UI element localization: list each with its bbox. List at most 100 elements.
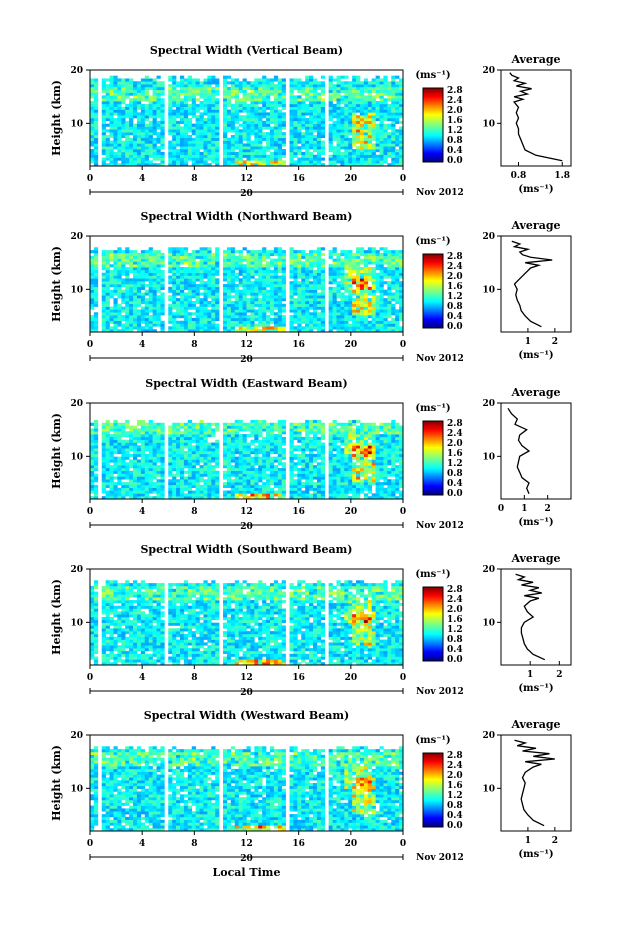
heatmap-cell — [352, 323, 357, 327]
heatmap-cell — [250, 101, 255, 105]
x-tick-label: 0 — [87, 340, 93, 350]
heatmap-cell — [172, 476, 177, 480]
heatmap-cell — [195, 476, 200, 480]
heatmap-cell — [109, 476, 114, 480]
heatmap-cell — [215, 261, 220, 265]
heatmap-cell — [371, 95, 376, 99]
heatmap-cell — [183, 109, 189, 113]
heatmap-cell — [160, 448, 165, 452]
heatmap-cell — [152, 428, 157, 432]
heatmap-cell — [297, 120, 302, 124]
heatmap-cell — [117, 272, 122, 276]
heatmap-cell — [297, 126, 302, 130]
heatmap-cell — [371, 292, 376, 296]
heatmap-cell — [375, 143, 380, 147]
heatmap-cell — [215, 154, 220, 158]
heatmap-cell — [379, 132, 384, 136]
heatmap-cell — [297, 272, 302, 276]
heatmap-cell — [93, 250, 99, 254]
heatmap-cell — [109, 160, 114, 164]
heatmap-cell — [289, 160, 294, 164]
heatmap-cell — [191, 112, 196, 116]
heatmap-cell — [352, 300, 357, 305]
heatmap-cell — [293, 123, 298, 127]
heatmap-cell — [336, 329, 341, 333]
heatmap-cell — [121, 309, 126, 313]
heatmap-cell — [125, 323, 130, 327]
heatmap-cell — [223, 160, 228, 164]
heatmap-cell — [281, 126, 286, 130]
heatmap-cell — [109, 428, 114, 432]
heatmap-cell — [191, 115, 196, 119]
heatmap-cell — [316, 112, 322, 116]
heatmap-cell — [395, 118, 400, 122]
heatmap-cell — [215, 292, 220, 296]
heatmap-cell — [140, 309, 146, 313]
heatmap-cell — [195, 473, 200, 477]
heatmap-cell — [179, 448, 185, 452]
heatmap-cell — [172, 306, 177, 310]
heatmap-cell — [179, 284, 185, 288]
heatmap-cell — [293, 112, 298, 116]
heatmap-cell — [320, 112, 326, 116]
heatmap-cell — [266, 289, 271, 293]
heatmap-cell — [211, 129, 216, 133]
heatmap-cell — [387, 306, 392, 310]
heatmap-cell — [258, 320, 263, 324]
heatmap-cell — [176, 292, 181, 296]
heatmap-cell — [168, 86, 173, 91]
heatmap-cell — [160, 112, 165, 116]
heatmap-cell — [230, 157, 236, 161]
heatmap-cell — [125, 112, 130, 116]
heatmap-cell — [129, 261, 134, 265]
heatmap-cell — [109, 456, 114, 460]
heatmap-cell — [301, 109, 306, 113]
heatmap-cell — [363, 98, 369, 102]
heatmap-cell — [191, 278, 196, 282]
heatmap-cell — [379, 157, 384, 161]
heatmap-cell — [320, 317, 326, 321]
heatmap-cell — [133, 163, 138, 167]
heatmap-cell — [246, 81, 251, 85]
heatmap-cell — [262, 255, 267, 259]
heatmap-cell — [383, 269, 388, 273]
heatmap-cell — [152, 323, 157, 327]
heatmap-cell — [301, 295, 306, 299]
heatmap-cell — [348, 264, 353, 268]
heatmap-cell — [328, 143, 333, 147]
heatmap-cell — [316, 95, 322, 99]
heatmap-cell — [371, 78, 376, 82]
heatmap-cell — [179, 465, 185, 469]
heatmap-cell — [129, 434, 134, 438]
heatmap-cell — [199, 496, 204, 500]
heatmap-cell — [258, 109, 263, 113]
heatmap-cell — [363, 272, 369, 276]
heatmap-cell — [363, 250, 369, 254]
heatmap-cell — [160, 306, 165, 310]
heatmap-cell — [140, 306, 146, 310]
heatmap-cell — [387, 118, 392, 122]
heatmap-cell — [109, 252, 114, 257]
heatmap-cell — [344, 75, 349, 79]
heatmap-cell — [250, 326, 255, 330]
heatmap-cell — [332, 112, 337, 116]
heatmap-cell — [117, 428, 122, 432]
heatmap-cell — [301, 140, 306, 144]
heatmap-cell — [273, 269, 279, 273]
heatmap-cell — [316, 269, 322, 273]
heatmap-cell — [125, 247, 130, 251]
heatmap-cell — [172, 95, 177, 99]
heatmap-cell — [254, 140, 259, 144]
heatmap-cell — [332, 129, 337, 133]
heatmap-cell — [179, 146, 185, 150]
heatmap-cell — [250, 81, 255, 85]
heatmap-cell — [340, 250, 345, 254]
heatmap-cell — [230, 149, 236, 153]
heatmap-cell — [129, 317, 134, 321]
heatmap-cell — [258, 317, 263, 321]
heatmap-cell — [391, 320, 396, 324]
heatmap-cell — [125, 140, 130, 144]
heatmap-cell — [371, 267, 376, 271]
heatmap-cell — [133, 434, 138, 438]
heatmap-cell — [273, 154, 279, 158]
